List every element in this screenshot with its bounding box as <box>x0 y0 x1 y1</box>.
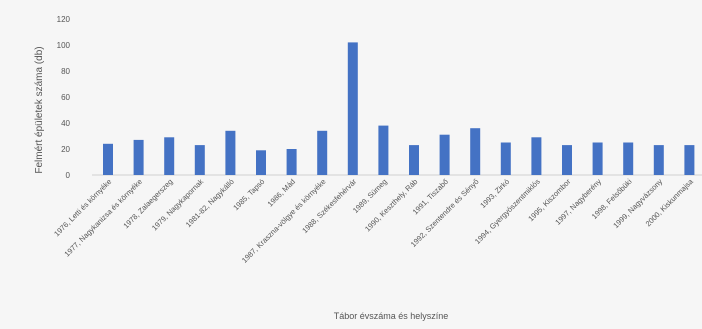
y-axis-ticks: 0 20 40 60 80 100 120 <box>57 15 71 180</box>
y-tick-label: 80 <box>61 67 70 76</box>
bar <box>256 150 266 175</box>
bar <box>623 142 634 175</box>
bar <box>653 145 664 175</box>
bar <box>500 142 511 175</box>
bar <box>164 137 175 175</box>
y-tick-label: 60 <box>61 93 70 102</box>
y-tick-label: 0 <box>66 171 71 180</box>
bars <box>103 42 695 176</box>
bar <box>562 145 572 175</box>
bar <box>225 130 236 175</box>
bar <box>286 149 297 175</box>
x-tick-label: 1985, Tapsó <box>231 177 266 212</box>
y-axis-title: Felmért épületek száma (db) <box>34 46 45 173</box>
x-tick-label: 1976, Letti és környéke <box>52 177 113 238</box>
bar <box>378 125 389 175</box>
x-tick-label: 1990, Keszthely, Ráb <box>363 177 419 233</box>
y-tick-label: 120 <box>57 15 71 24</box>
bar <box>531 137 542 175</box>
bar <box>317 130 328 175</box>
x-axis-title: Tábor évszáma és helyszíne <box>334 311 449 321</box>
bar <box>409 145 419 175</box>
bar <box>439 134 450 175</box>
x-tick-label: 1988, Székesfehérvár <box>300 177 358 235</box>
y-tick-label: 20 <box>61 145 70 154</box>
x-tick-label: 1979, Nagykapornak <box>150 177 205 232</box>
y-tick-label: 100 <box>57 41 71 50</box>
bar <box>347 42 358 176</box>
bar <box>592 142 603 175</box>
bar <box>470 128 481 175</box>
bar <box>103 143 113 175</box>
bar <box>133 139 144 175</box>
bar <box>684 145 695 175</box>
x-tick-label: 1986, Mád <box>266 177 297 208</box>
y-tick-label: 40 <box>61 119 70 128</box>
bar <box>194 145 205 175</box>
